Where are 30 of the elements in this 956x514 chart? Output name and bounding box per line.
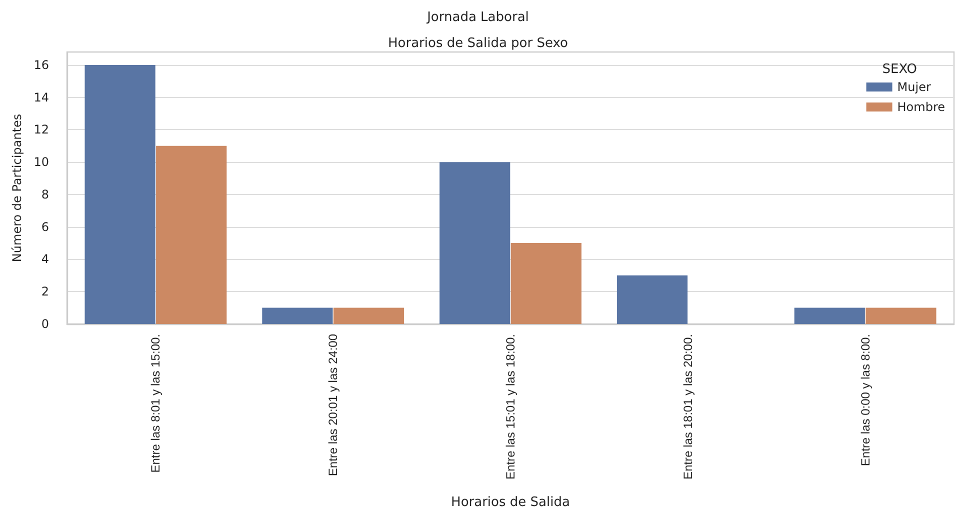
legend-label: Hombre [897, 100, 946, 114]
y-tick-label: 16 [34, 58, 49, 72]
x-tick-label: Entre las 18:01 y las 20:00. [680, 334, 695, 480]
y-tick-label: 2 [41, 284, 49, 299]
x-tick-label: Entre las 20:01 y las 24:00 [326, 334, 340, 476]
y-tick-label: 12 [34, 122, 49, 137]
legend-label: Mujer [897, 80, 931, 94]
bar [440, 162, 510, 324]
y-tick-label: 6 [41, 220, 49, 234]
bar [510, 243, 582, 324]
y-tick-label: 0 [41, 317, 49, 331]
bar [262, 308, 333, 324]
chart-subtitle: Horarios de Salida por Sexo [388, 36, 568, 51]
x-tick-label: Entre las 15:01 y las 18:00. [504, 334, 518, 480]
x-tick-label: Entre las 0:00 y las 8:00. [858, 334, 872, 466]
y-tick-label: 10 [34, 155, 49, 170]
bar [794, 308, 865, 324]
x-tick-label: Entre las 8:01 y las 15:00. [148, 334, 163, 473]
bar [84, 64, 156, 324]
bar [866, 308, 936, 324]
x-axis-title: Horarios de Salida [451, 495, 570, 510]
y-tick-label: 8 [41, 187, 49, 202]
legend-title: SEXO [882, 62, 918, 77]
bar [616, 275, 688, 324]
y-tick-label: 4 [41, 252, 49, 266]
y-tick-label: 14 [34, 90, 49, 104]
chart-title: Jornada Laboral [426, 10, 529, 25]
bar [333, 308, 404, 324]
bar [156, 146, 227, 324]
y-axis-title: Número de Participantes [10, 114, 24, 262]
